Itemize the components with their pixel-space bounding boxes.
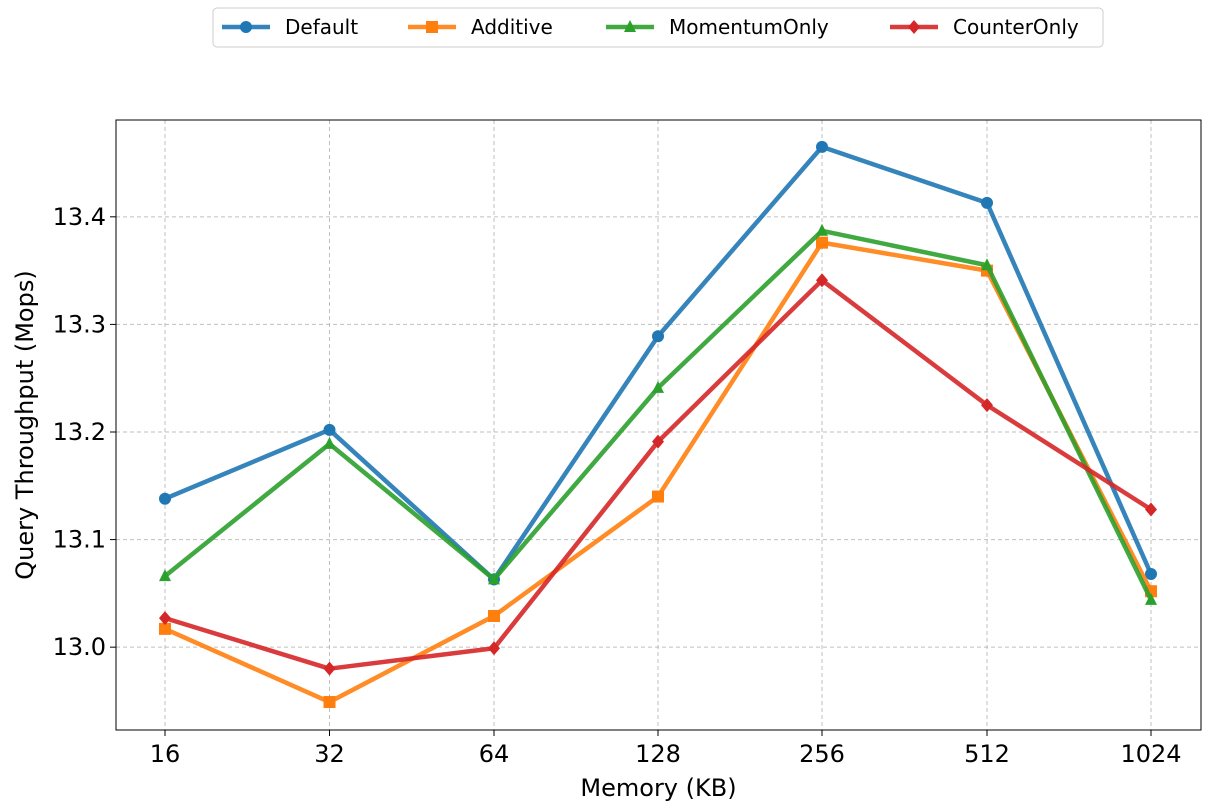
data-point	[816, 273, 828, 288]
data-point	[981, 258, 993, 271]
data-point	[652, 434, 664, 449]
x-tick-label: 16	[150, 740, 181, 768]
legend-marker	[908, 20, 920, 34]
series-momentumonly	[159, 223, 1157, 605]
data-point	[159, 622, 171, 635]
legend-label: Default	[285, 15, 358, 39]
data-point	[1145, 592, 1157, 605]
x-tick-label: 512	[964, 740, 1010, 768]
y-tick-label: 13.4	[53, 203, 106, 231]
data-point	[816, 236, 828, 249]
x-tick-label: 64	[479, 740, 510, 768]
axis-ticks: 16 32 64 128 256 512 1024 13.0 13.1 13.2 13.3 13.4	[53, 203, 1182, 768]
legend-entry-additive: Additive	[408, 15, 553, 39]
data-point	[981, 196, 993, 209]
data-point	[159, 569, 171, 582]
data-point	[488, 609, 500, 622]
data-point	[1145, 568, 1157, 581]
y-tick-label: 13.1	[53, 526, 106, 554]
data-point	[159, 492, 171, 505]
legend-label: CounterOnly	[953, 15, 1079, 39]
y-axis-title: Query Throughput (Mops)	[11, 270, 39, 579]
data-point	[323, 423, 336, 436]
x-axis-title: Memory (KB)	[580, 774, 736, 802]
data-point	[652, 380, 664, 393]
legend-marker	[426, 21, 438, 33]
legend-marker	[240, 21, 252, 33]
grid	[116, 120, 1201, 730]
legend-entry-momentumonly: MomentumOnly	[606, 15, 829, 39]
y-tick-label: 13.0	[53, 633, 106, 661]
data-point	[323, 696, 336, 709]
data-point	[323, 661, 336, 676]
data-point	[652, 490, 664, 503]
data-point	[323, 436, 336, 449]
legend-label: Additive	[471, 15, 553, 39]
data-point	[488, 572, 500, 585]
legend-box	[212, 7, 1104, 48]
series-counteronly	[159, 273, 1157, 676]
x-tick-label: 128	[635, 740, 681, 768]
y-tick-label: 13.3	[53, 310, 106, 338]
data-point	[488, 641, 500, 656]
legend-entry-default: Default	[222, 15, 358, 39]
legend-marker	[624, 20, 636, 32]
x-tick-label: 32	[314, 740, 345, 768]
x-tick-label: 256	[799, 740, 845, 768]
data-point	[816, 140, 828, 153]
data-point	[816, 223, 828, 236]
legend-entry-counteronly: CounterOnly	[890, 15, 1079, 39]
series-layer	[159, 140, 1157, 709]
legend-label: MomentumOnly	[669, 15, 829, 39]
data-point	[981, 398, 993, 413]
legend: Default Additive MomentumOnly CounterOnly	[212, 7, 1104, 48]
data-point	[1145, 502, 1157, 517]
x-tick-label: 1024	[1120, 740, 1181, 768]
y-tick-label: 13.2	[53, 418, 106, 446]
data-point	[159, 611, 171, 626]
data-point	[652, 330, 664, 343]
